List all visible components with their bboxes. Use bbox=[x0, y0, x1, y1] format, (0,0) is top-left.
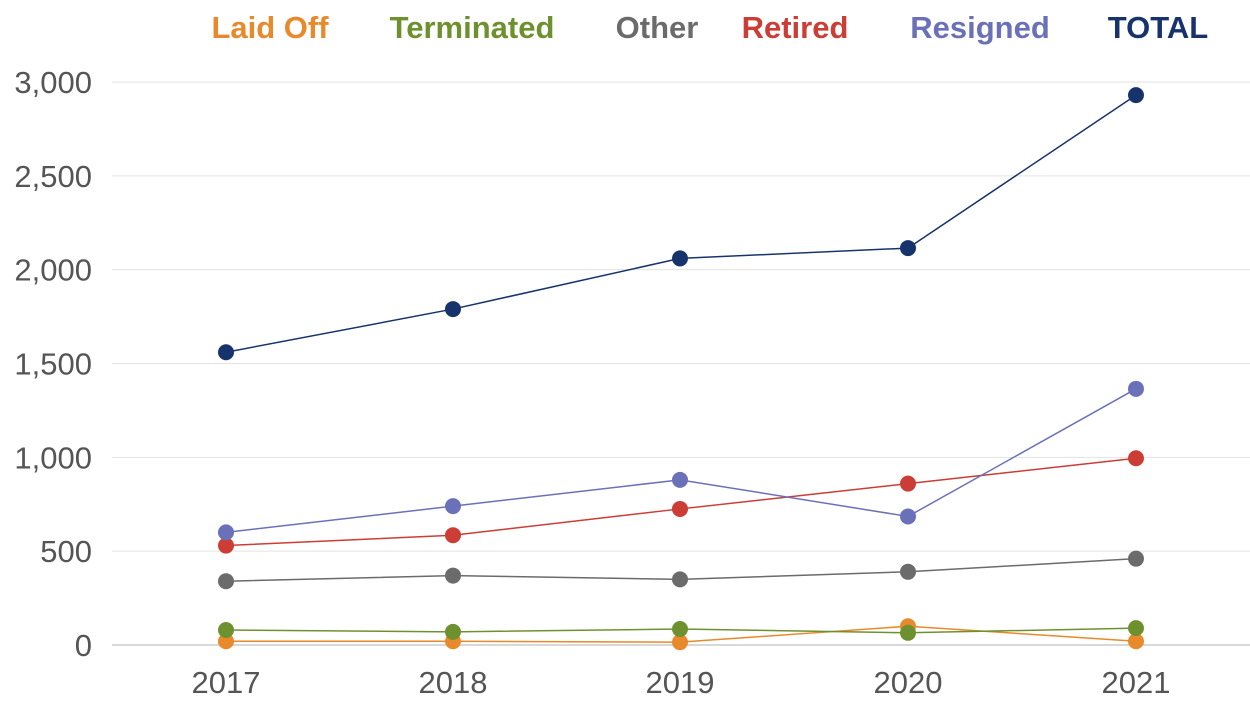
legend-item: Retired bbox=[742, 10, 849, 45]
series-retired bbox=[218, 450, 1144, 554]
y-tick-label: 2,000 bbox=[14, 253, 92, 288]
x-tick-label: 2021 bbox=[1102, 665, 1171, 700]
data-point bbox=[1128, 380, 1144, 397]
plot-area bbox=[218, 87, 1144, 651]
data-point bbox=[218, 573, 234, 590]
data-point bbox=[1128, 87, 1144, 104]
legend-item: TOTAL bbox=[1108, 10, 1208, 45]
data-point bbox=[672, 471, 688, 488]
data-point bbox=[445, 301, 461, 318]
data-point bbox=[900, 624, 916, 641]
data-point bbox=[900, 563, 916, 580]
y-tick-label: 3,000 bbox=[14, 65, 92, 100]
legend-item: Terminated bbox=[390, 10, 555, 45]
x-tick-label: 2017 bbox=[192, 665, 261, 700]
data-point bbox=[218, 344, 234, 361]
series-line bbox=[225, 94, 1137, 353]
data-point bbox=[1128, 620, 1144, 637]
x-tick-label: 2019 bbox=[646, 665, 715, 700]
series-resigned bbox=[218, 380, 1144, 541]
data-point bbox=[1128, 633, 1144, 650]
data-point bbox=[900, 240, 916, 257]
data-point bbox=[218, 537, 234, 554]
data-point bbox=[672, 250, 688, 267]
data-point bbox=[218, 524, 234, 541]
x-tick-label: 2020 bbox=[874, 665, 943, 700]
y-tick-label: 500 bbox=[40, 534, 92, 569]
data-point bbox=[445, 527, 461, 544]
data-point bbox=[218, 633, 234, 650]
y-tick-label: 2,500 bbox=[14, 159, 92, 194]
data-point bbox=[900, 475, 916, 492]
y-tick-label: 0 bbox=[75, 628, 92, 663]
data-point bbox=[445, 567, 461, 584]
y-tick-label: 1,000 bbox=[14, 440, 92, 475]
data-point bbox=[445, 623, 461, 640]
data-point bbox=[672, 634, 688, 651]
legend: Laid Off Terminated Other Retired Resigned TO… bbox=[211, 10, 1208, 45]
legend-item: Laid Off bbox=[211, 10, 329, 45]
data-point bbox=[218, 621, 234, 638]
gridlines bbox=[112, 81, 1250, 646]
data-point bbox=[445, 498, 461, 515]
data-point bbox=[1128, 550, 1144, 567]
data-point bbox=[672, 621, 688, 638]
y-axis: 0 500 1,000 1,500 2,000 2,500 3,000 bbox=[14, 65, 92, 663]
data-point bbox=[900, 508, 916, 525]
data-point bbox=[1128, 450, 1144, 467]
legend-item: Other bbox=[616, 10, 699, 45]
y-tick-label: 1,500 bbox=[14, 347, 92, 382]
data-point bbox=[672, 571, 688, 588]
x-tick-label: 2018 bbox=[419, 665, 488, 700]
series-total bbox=[218, 87, 1144, 361]
series-terminated bbox=[218, 620, 1144, 641]
legend-item: Resigned bbox=[910, 10, 1050, 45]
data-point bbox=[672, 500, 688, 517]
x-axis: 2017 2018 2019 2020 2021 bbox=[192, 665, 1171, 700]
series-other bbox=[218, 550, 1144, 590]
